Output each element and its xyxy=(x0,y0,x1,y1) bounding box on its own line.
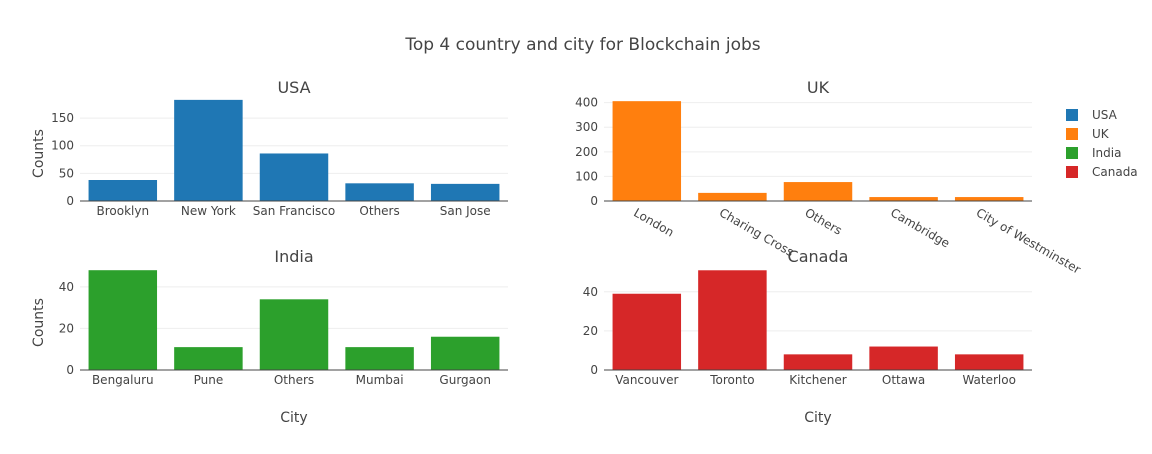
legend-swatch xyxy=(1066,109,1078,121)
subplot-title: USA xyxy=(277,78,310,97)
legend-item-uk[interactable]: UK xyxy=(1066,127,1110,141)
subplot-canada: 0 20 40 Vancouver Toronto Kitchener Ottawa Wate… xyxy=(583,247,1032,426)
x-tick-label: San Jose xyxy=(440,204,491,218)
y-tick-label: 0 xyxy=(66,194,74,208)
y-axis-label: Counts xyxy=(31,298,47,347)
y-tick-label: 200 xyxy=(575,145,598,159)
y-tick-label: 40 xyxy=(583,285,598,299)
legend-item-usa[interactable]: USA xyxy=(1066,108,1118,122)
bar-usa-san-jose[interactable] xyxy=(430,183,500,201)
bar-india-pune[interactable] xyxy=(174,347,243,370)
legend-label: UK xyxy=(1092,127,1110,141)
y-tick-label: 400 xyxy=(575,96,598,110)
y-tick-label: 50 xyxy=(59,166,74,180)
bar-uk-cambridge[interactable] xyxy=(869,197,938,201)
bar-usa-new-york[interactable] xyxy=(174,99,243,201)
x-tick-label: Toronto xyxy=(709,373,754,387)
legend-label: USA xyxy=(1092,108,1118,122)
subplot-title: Canada xyxy=(788,247,849,266)
y-tick-label: 0 xyxy=(590,363,598,377)
x-tick-label: Gurgaon xyxy=(439,373,491,387)
bar-uk-others[interactable] xyxy=(783,182,853,201)
x-tick-label: Bengaluru xyxy=(92,373,154,387)
x-tick-label: Waterloo xyxy=(962,373,1016,387)
subplot-india: 0 20 40 Bengaluru Pune Others Mumbai Gurgaon Ind… xyxy=(31,247,508,426)
x-tick-label: Kitchener xyxy=(789,373,846,387)
bar-uk-charing-cross[interactable] xyxy=(698,192,767,201)
x-tick-label: City of Westminster xyxy=(974,205,1083,276)
bar-uk-london[interactable] xyxy=(612,101,682,201)
subplot-title: UK xyxy=(807,78,830,97)
bar-india-gurgaon[interactable] xyxy=(430,336,500,370)
subplot-title: India xyxy=(274,247,313,266)
bar-usa-brooklyn[interactable] xyxy=(88,180,158,201)
x-tick-label: Vancouver xyxy=(615,373,678,387)
legend-swatch xyxy=(1066,147,1078,159)
legend-item-canada[interactable]: Canada xyxy=(1066,165,1138,179)
legend-swatch xyxy=(1066,166,1078,178)
x-tick-label: New York xyxy=(181,204,236,218)
x-tick-label: Others xyxy=(274,373,314,387)
legend-swatch xyxy=(1066,128,1078,140)
bar-india-others[interactable] xyxy=(259,299,329,370)
y-tick-label: 20 xyxy=(583,324,598,338)
legend-item-india[interactable]: India xyxy=(1066,146,1121,160)
x-tick-label: Others xyxy=(359,204,399,218)
bar-usa-others[interactable] xyxy=(345,183,414,201)
bar-canada-waterloo[interactable] xyxy=(954,354,1024,370)
y-tick-label: 150 xyxy=(51,111,74,125)
x-tick-label: Others xyxy=(803,205,845,237)
subplots: 0 50 100 150 Brooklyn New York San Francisco Ot… xyxy=(31,78,1083,426)
y-tick-label: 100 xyxy=(51,139,74,153)
y-tick-label: 20 xyxy=(59,321,74,335)
x-axis-label: City xyxy=(804,410,831,426)
x-tick-label: Charing Cross xyxy=(717,205,796,259)
bar-uk-city-of-westminster[interactable] xyxy=(954,197,1024,201)
bar-usa-san-francisco[interactable] xyxy=(259,153,329,201)
y-tick-label: 0 xyxy=(66,363,74,377)
x-axis-label: City xyxy=(280,410,307,426)
y-tick-label: 100 xyxy=(575,169,598,183)
bar-canada-ottawa[interactable] xyxy=(869,346,938,370)
x-tick-label: Ottawa xyxy=(882,373,925,387)
subplot-usa: 0 50 100 150 Brooklyn New York San Francisco Ot… xyxy=(31,78,508,218)
x-tick-label: London xyxy=(631,205,676,239)
x-tick-label: Mumbai xyxy=(356,373,404,387)
bar-canada-kitchener[interactable] xyxy=(783,354,853,370)
x-tick-label: Pune xyxy=(194,373,224,387)
y-tick-label: 0 xyxy=(590,194,598,208)
bar-canada-vancouver[interactable] xyxy=(612,293,682,370)
bar-india-mumbai[interactable] xyxy=(345,347,414,370)
y-tick-label: 40 xyxy=(59,280,74,294)
bar-canada-toronto[interactable] xyxy=(698,270,767,370)
y-tick-label: 300 xyxy=(575,120,598,134)
legend-label: India xyxy=(1092,146,1121,160)
x-tick-label: Brooklyn xyxy=(97,204,150,218)
x-tick-label: Cambridge xyxy=(888,205,952,250)
y-axis-label: Counts xyxy=(31,129,47,178)
legend-label: Canada xyxy=(1092,165,1138,179)
chart-title: Top 4 country and city for Blockchain jo… xyxy=(404,35,760,55)
x-tick-label: San Francisco xyxy=(253,204,335,218)
bar-india-bengaluru[interactable] xyxy=(88,270,158,370)
legend[interactable]: USA UK India Canada xyxy=(1066,108,1138,179)
